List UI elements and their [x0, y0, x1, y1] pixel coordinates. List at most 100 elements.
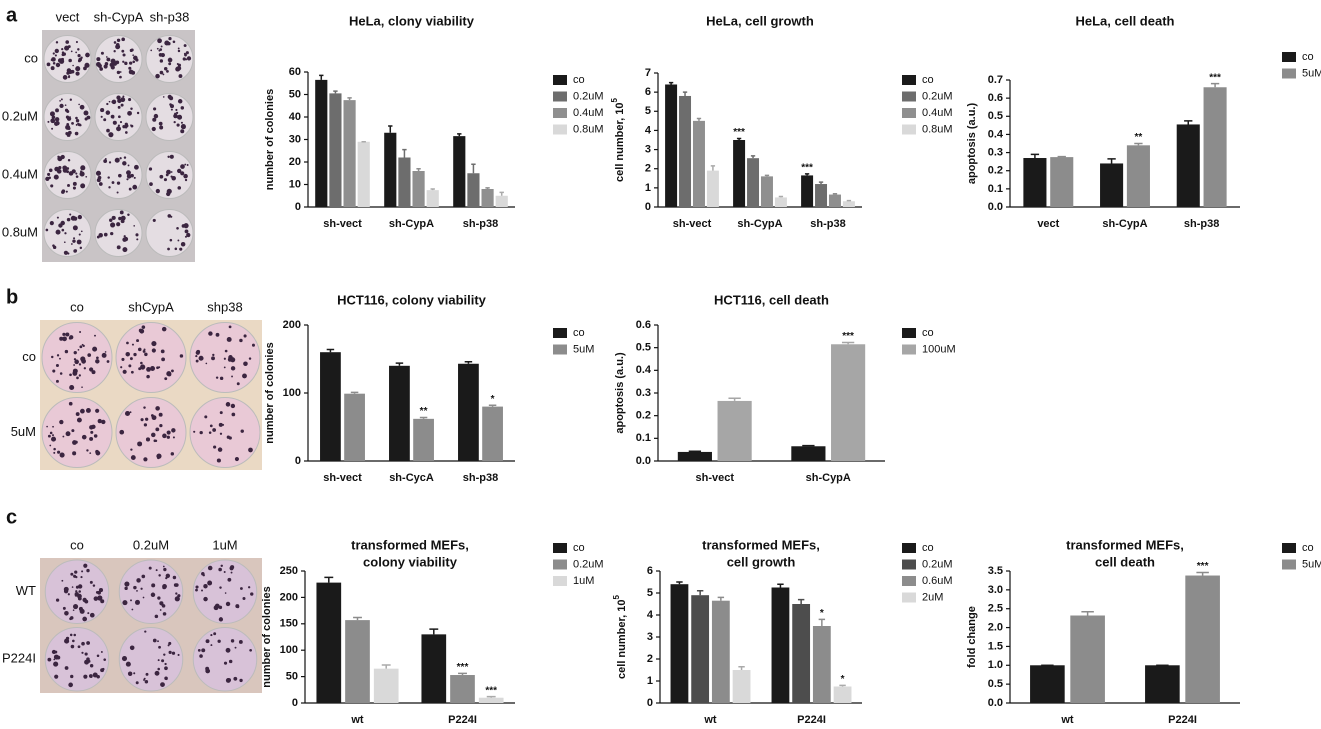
- colony: [231, 572, 233, 574]
- colony: [243, 361, 248, 366]
- colony: [100, 108, 104, 112]
- colony: [46, 426, 48, 428]
- y-tick-label: 0.3: [988, 146, 1003, 158]
- colony: [79, 331, 81, 333]
- colony: [130, 357, 133, 360]
- colony: [160, 59, 163, 62]
- colony: [116, 61, 118, 63]
- y-tick-label: 200: [280, 591, 298, 603]
- colony: [209, 431, 212, 434]
- colony: [62, 336, 67, 341]
- colony: [66, 431, 71, 436]
- colony: [218, 447, 222, 451]
- colony: [167, 248, 170, 251]
- colony: [163, 96, 165, 98]
- colony: [62, 333, 65, 336]
- colony: [104, 64, 108, 68]
- chart-title: HeLa, clony viability: [349, 13, 475, 28]
- bar: [801, 175, 813, 207]
- colony: [201, 648, 205, 652]
- colony: [72, 65, 74, 67]
- colony: [231, 639, 234, 642]
- colony: [133, 672, 135, 674]
- colony: [65, 40, 69, 44]
- colony: [160, 682, 165, 687]
- colony: [123, 370, 127, 374]
- y-axis-label: fold change: [966, 606, 978, 668]
- error-bar: [1134, 144, 1142, 146]
- colony: [151, 433, 155, 437]
- colony: [195, 589, 198, 592]
- dish: [119, 560, 183, 624]
- colony: [119, 157, 121, 159]
- y-tick-label: 5: [645, 105, 651, 117]
- error-bar: [697, 119, 701, 121]
- colony: [178, 64, 181, 67]
- colony: [60, 452, 65, 457]
- y-tick-label: 30: [289, 133, 301, 145]
- colony: [118, 174, 122, 178]
- legend-swatch: [902, 75, 916, 85]
- colony: [203, 574, 205, 576]
- colony: [116, 222, 120, 226]
- colony: [175, 592, 177, 594]
- colony: [152, 127, 156, 131]
- colony: [154, 439, 157, 442]
- colony: [200, 431, 203, 434]
- bar: [733, 670, 751, 703]
- colony: [171, 109, 173, 111]
- colony: [102, 668, 104, 670]
- colony: [146, 375, 150, 379]
- y-tick-label: 0: [645, 201, 651, 213]
- y-tick-label: 6: [645, 86, 651, 98]
- colony: [249, 357, 251, 359]
- colony: [56, 230, 61, 235]
- colony: [68, 159, 70, 161]
- y-tick-label: 100: [283, 387, 301, 399]
- colony: [84, 68, 86, 70]
- bar: [678, 452, 712, 461]
- colony: [143, 679, 145, 681]
- y-tick-label: 0.0: [636, 455, 651, 467]
- colony: [72, 640, 75, 643]
- colony: [112, 216, 116, 220]
- colony: [128, 165, 130, 167]
- colony: [75, 594, 78, 597]
- colony: [69, 402, 73, 406]
- colony: [181, 122, 183, 124]
- significance-label: ***: [485, 685, 497, 696]
- colony: [92, 347, 97, 352]
- legend-label: 0.4uM: [573, 107, 604, 119]
- error-bar: [802, 446, 814, 447]
- colony: [183, 174, 188, 179]
- dish: [44, 210, 91, 257]
- colony: [76, 41, 78, 43]
- colony: [121, 104, 124, 107]
- colony: [219, 586, 221, 588]
- colony: [53, 246, 56, 249]
- colony: [67, 184, 70, 187]
- colony: [168, 62, 171, 65]
- colony: [181, 106, 184, 109]
- colony: [237, 606, 240, 609]
- colony: [159, 122, 163, 126]
- colony: [53, 448, 56, 451]
- colony: [82, 617, 87, 622]
- colony: [164, 178, 167, 181]
- colony: [195, 355, 197, 357]
- legend-swatch: [1282, 52, 1296, 62]
- colony: [74, 571, 77, 574]
- y-tick-label: 6: [647, 565, 653, 577]
- colony: [99, 67, 103, 71]
- colony: [97, 173, 99, 175]
- colony: [56, 41, 58, 43]
- y-tick-label: 1.5: [988, 640, 1003, 652]
- y-tick-label: 0.2: [636, 410, 651, 422]
- legend-label: co: [573, 327, 585, 339]
- legend-label: 5uM: [573, 343, 594, 355]
- colony: [69, 385, 74, 390]
- colony: [178, 50, 180, 52]
- error-bar: [458, 673, 467, 675]
- error-bar: [833, 194, 837, 195]
- colony: [80, 105, 85, 110]
